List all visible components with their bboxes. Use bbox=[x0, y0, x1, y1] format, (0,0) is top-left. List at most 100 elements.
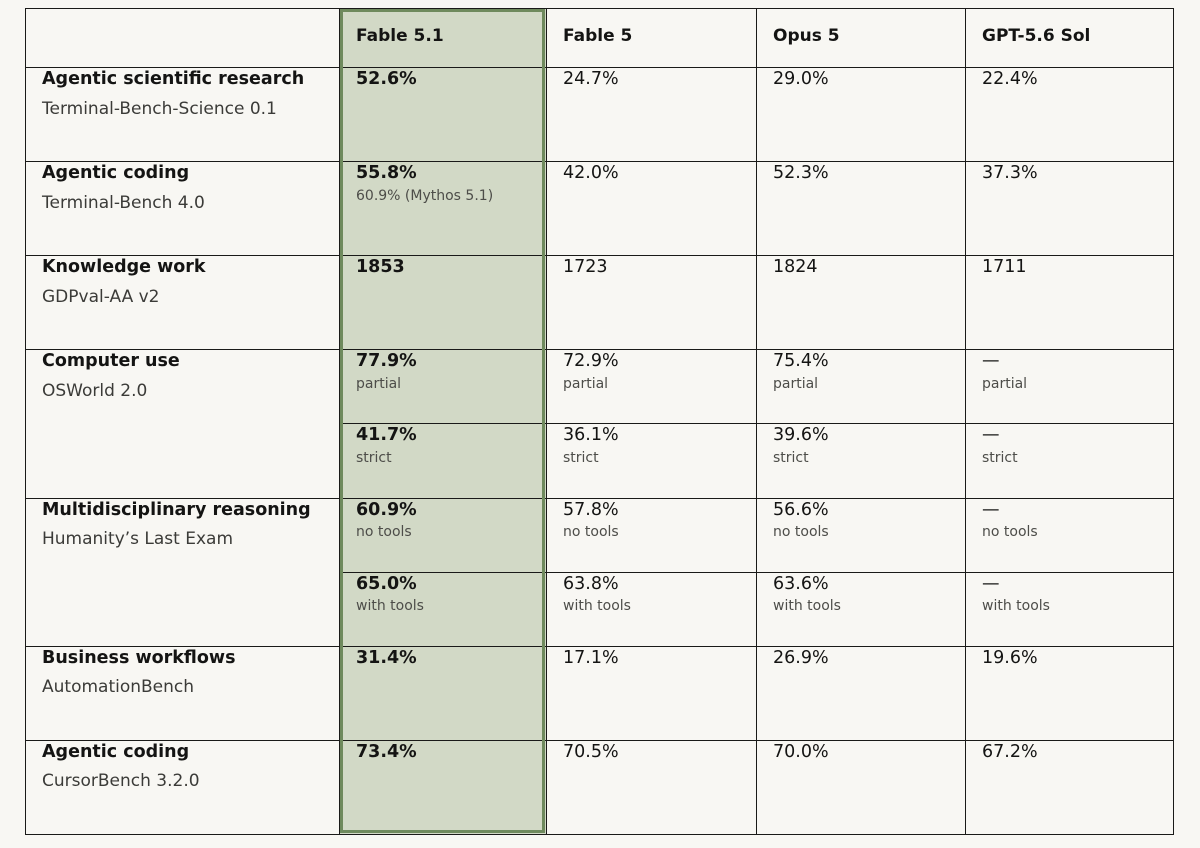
category-cell: Agentic coding Terminal-Bench 4.0 bbox=[25, 161, 340, 257]
score-cell: 17.1% bbox=[546, 645, 757, 741]
score-cell: 37.3% bbox=[965, 161, 1174, 257]
score-cell: 19.6% bbox=[965, 645, 1174, 741]
header-gpt-5-6-sol: GPT-5.6 Sol bbox=[965, 8, 1174, 68]
score-note: no tools bbox=[356, 524, 412, 541]
score-value: 26.9% bbox=[773, 647, 829, 668]
score-cell: 42.0% bbox=[546, 161, 757, 257]
score-value: 31.4% bbox=[356, 647, 417, 668]
score-value: 1723 bbox=[563, 257, 608, 278]
score-value: 52.6% bbox=[356, 69, 417, 89]
header-row: Fable 5.1 Fable 5 Opus 5 GPT-5.6 Sol bbox=[25, 8, 1174, 68]
score-value: 63.6% bbox=[773, 573, 829, 594]
score-value: 22.4% bbox=[982, 69, 1038, 89]
score-value: 24.7% bbox=[563, 69, 619, 89]
score-value: 57.8% bbox=[563, 499, 619, 520]
table-row: 41.7% strict 36.1% strict 39.6% strict —… bbox=[26, 423, 1174, 499]
score-value: 72.9% bbox=[563, 351, 619, 372]
score-value: 39.6% bbox=[773, 425, 829, 446]
benchmark-name: Terminal-Bench 4.0 bbox=[42, 192, 205, 213]
category-title: Knowledge work bbox=[42, 257, 206, 278]
score-cell: 22.4% bbox=[965, 66, 1174, 163]
header-empty bbox=[25, 8, 340, 68]
score-cell: 52.6% bbox=[339, 66, 547, 163]
benchmark-name: AutomationBench bbox=[42, 677, 195, 698]
score-value: 42.0% bbox=[563, 163, 619, 184]
table-row: Business workflows AutomationBench 31.4%… bbox=[25, 645, 1174, 741]
benchmark-name: CursorBench 3.2.0 bbox=[42, 771, 200, 792]
score-cell: 31.4% bbox=[339, 645, 547, 741]
category-cell: Computer use OSWorld 2.0 bbox=[25, 349, 340, 499]
score-note: with tools bbox=[982, 598, 1050, 615]
category-cell: Knowledge work GDPval-AA v2 bbox=[25, 255, 340, 351]
table-row: Agentic scientific research Terminal-Ben… bbox=[25, 66, 1174, 163]
score-value: 19.6% bbox=[982, 647, 1038, 668]
score-note: partial bbox=[563, 376, 609, 393]
category-cell: Agentic scientific research Terminal-Ben… bbox=[25, 66, 340, 163]
category-title: Computer use bbox=[42, 351, 180, 372]
score-value: 52.3% bbox=[773, 163, 829, 184]
score-value: 55.8% bbox=[356, 163, 417, 184]
score-cell: 57.8% no tools bbox=[546, 497, 757, 573]
score-cell: 1853 bbox=[339, 255, 547, 351]
score-value: 41.7% bbox=[356, 425, 417, 446]
category-cell: Agentic coding CursorBench 3.2.0 bbox=[25, 739, 340, 836]
score-cell: 73.4% bbox=[339, 739, 547, 836]
score-cell: 36.1% strict bbox=[546, 423, 757, 499]
table-row: Computer use OSWorld 2.0 77.9% partial 7… bbox=[25, 349, 1174, 499]
category-title: Business workflows bbox=[42, 647, 236, 668]
score-value: 37.3% bbox=[982, 163, 1038, 184]
score-note: no tools bbox=[563, 524, 619, 541]
category-title: Agentic scientific research bbox=[42, 69, 305, 89]
score-cell: 52.3% bbox=[756, 161, 966, 257]
benchmark-table: Fable 5.1 Fable 5 Opus 5 GPT-5.6 Sol Age… bbox=[25, 8, 1174, 836]
score-cell: 65.0% with tools bbox=[339, 571, 547, 647]
score-cell: 63.6% with tools bbox=[756, 571, 966, 647]
score-note: with tools bbox=[773, 598, 841, 615]
score-cell: — strict bbox=[965, 423, 1174, 499]
score-note: with tools bbox=[356, 598, 424, 615]
score-note: partial bbox=[773, 376, 819, 393]
score-value: 36.1% bbox=[563, 425, 619, 446]
score-value: 65.0% bbox=[356, 573, 417, 594]
score-value: 73.4% bbox=[356, 741, 417, 762]
score-cell: 39.6% strict bbox=[756, 423, 966, 499]
category-title: Agentic coding bbox=[42, 741, 190, 762]
score-cell: 67.2% bbox=[965, 739, 1174, 836]
score-note: no tools bbox=[773, 524, 829, 541]
table-row: 65.0% with tools 63.8% with tools 63.6% … bbox=[26, 571, 1174, 647]
category-cell: Business workflows AutomationBench bbox=[25, 645, 340, 741]
score-cell: — with tools bbox=[965, 571, 1174, 647]
score-note: 60.9% (Mythos 5.1) bbox=[356, 187, 494, 204]
score-cell: 75.4% partial bbox=[756, 349, 966, 425]
category-title: Agentic coding bbox=[42, 163, 190, 184]
score-cell: 1723 bbox=[546, 255, 757, 351]
score-cell: 56.6% no tools bbox=[756, 497, 966, 573]
score-value: 60.9% bbox=[356, 499, 417, 520]
table-row: Agentic coding Terminal-Bench 4.0 55.8% … bbox=[25, 161, 1174, 257]
score-cell: 72.9% partial bbox=[546, 349, 757, 425]
header-opus-5: Opus 5 bbox=[756, 8, 966, 68]
benchmark-name: OSWorld 2.0 bbox=[42, 380, 148, 401]
header-fable-5: Fable 5 bbox=[546, 8, 757, 68]
category-cell: Multidisciplinary reasoning Humanity’s L… bbox=[25, 497, 340, 647]
score-cell: 63.8% with tools bbox=[546, 571, 757, 647]
score-value: 1824 bbox=[773, 257, 818, 278]
score-value: 63.8% bbox=[563, 573, 619, 594]
table-row: Multidisciplinary reasoning Humanity’s L… bbox=[25, 497, 1174, 647]
score-cell: 41.7% strict bbox=[339, 423, 547, 499]
score-value: 1853 bbox=[356, 257, 405, 278]
score-note: strict bbox=[773, 450, 809, 467]
score-value: 29.0% bbox=[773, 69, 829, 89]
score-cell: 70.0% bbox=[756, 739, 966, 836]
table-row: Knowledge work GDPval-AA v2 1853 1723 18… bbox=[25, 255, 1174, 351]
score-value: 75.4% bbox=[773, 351, 829, 372]
benchmark-name: GDPval-AA v2 bbox=[42, 286, 160, 307]
score-note: strict bbox=[563, 450, 599, 467]
score-cell: 60.9% no tools bbox=[339, 497, 547, 573]
score-note: strict bbox=[356, 450, 392, 467]
score-cell: 77.9% partial bbox=[339, 349, 547, 425]
score-cell: 1824 bbox=[756, 255, 966, 351]
score-cell: 70.5% bbox=[546, 739, 757, 836]
score-value: 56.6% bbox=[773, 499, 829, 520]
score-cell: — partial bbox=[965, 349, 1174, 425]
